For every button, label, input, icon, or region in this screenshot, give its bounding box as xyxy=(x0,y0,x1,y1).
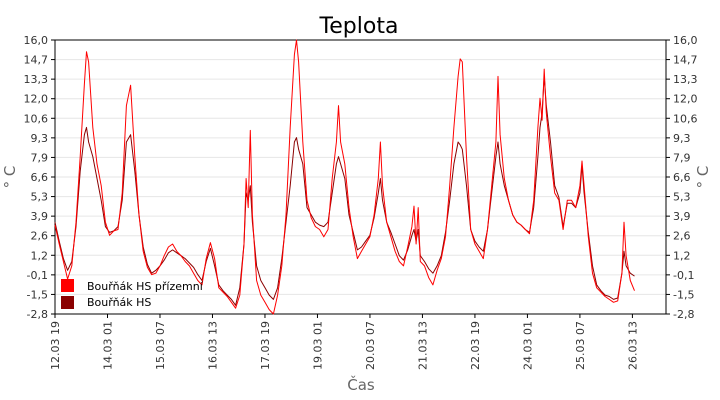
y-tick-label-right: 5,3 xyxy=(673,191,691,204)
x-axis-label: Čas xyxy=(347,375,375,394)
legend-swatch-secondary xyxy=(61,296,74,309)
y-tick-label-right: 12,0 xyxy=(673,93,698,106)
y-tick-label-left: 1,2 xyxy=(31,249,49,262)
y-axis-left: 16,0 14,7 13,3 12,0 10,6 9,3 7,9 6,6 5,3 3,9 2,6 1,… xyxy=(24,34,55,321)
y-tick-label-left: 6,6 xyxy=(31,171,49,184)
y-tick-label-left: -1,5 xyxy=(27,288,48,301)
y-tick-label-left: 14,7 xyxy=(24,54,49,67)
x-tick-label: 21.03 13 xyxy=(416,321,429,370)
x-tick-label: 12.03 19 xyxy=(49,321,62,370)
y-tick-label-right: 3,9 xyxy=(673,210,691,223)
y-tick-label-right: 2,6 xyxy=(673,230,691,243)
series-line-primary xyxy=(54,39,635,315)
x-axis: 12.03 19 14.03 01 15.03 07 16.03 13 17.03 19… xyxy=(49,314,639,370)
y-tick-label-left: 3,9 xyxy=(31,210,49,223)
x-tick-label: 15.03 07 xyxy=(154,321,167,370)
x-tick-label: 14.03 01 xyxy=(101,321,114,370)
x-tick-label: 26.03 13 xyxy=(626,321,639,370)
y-tick-label-right: 10,6 xyxy=(673,112,698,125)
x-tick-label: 16.03 13 xyxy=(206,321,219,370)
x-tick-label: 17.03 19 xyxy=(259,321,272,370)
legend-label-primary: Bouřňák HS přízemní xyxy=(87,280,204,293)
series-line-secondary xyxy=(54,75,635,306)
y-tick-label-left: -0,1 xyxy=(27,269,48,282)
y-tick-label-left: 10,6 xyxy=(24,112,49,125)
y-tick-label-right: 14,7 xyxy=(673,54,698,67)
chart-title: Teplota xyxy=(319,14,399,39)
y-tick-label-right: 1,2 xyxy=(673,249,691,262)
y-tick-label-right: 7,9 xyxy=(673,151,691,164)
legend-label-secondary: Bouřňák HS xyxy=(87,296,151,309)
y-tick-label-right: -1,5 xyxy=(673,288,694,301)
legend: Bouřňák HS přízemní Bouřňák HS xyxy=(61,279,204,309)
y-tick-label-right: -0,1 xyxy=(673,269,694,282)
y-axis-right: 16,0 14,7 13,3 12,0 10,6 9,3 7,9 6,6 5,3 3,9 2,6 1,… xyxy=(666,34,698,321)
y-tick-label-right: 13,3 xyxy=(673,73,698,86)
y-tick-label-left: 13,3 xyxy=(24,73,49,86)
x-tick-label: 24.03 01 xyxy=(521,321,534,370)
y-tick-label-right: 9,3 xyxy=(673,132,691,145)
y-tick-label-left: 2,6 xyxy=(31,230,49,243)
series-layer xyxy=(54,39,635,315)
y-tick-label-left: 12,0 xyxy=(24,93,49,106)
y-axis-label-right: ° C xyxy=(694,166,712,189)
legend-swatch-primary xyxy=(61,279,74,292)
x-tick-label: 22.03 19 xyxy=(469,321,482,370)
y-tick-label-right: 16,0 xyxy=(673,34,698,47)
y-tick-label-left: 16,0 xyxy=(24,34,49,47)
y-tick-label-left: 9,3 xyxy=(31,132,49,145)
y-tick-label-left: 7,9 xyxy=(31,151,49,164)
y-tick-label-left: -2,8 xyxy=(27,308,48,321)
x-tick-label: 20.03 07 xyxy=(364,321,377,370)
grid-lines xyxy=(55,39,666,315)
x-tick-label: 25.03 07 xyxy=(574,321,587,370)
y-tick-label-right: -2,8 xyxy=(673,308,694,321)
x-tick-label: 19.03 01 xyxy=(311,321,324,370)
y-tick-label-left: 5,3 xyxy=(31,191,49,204)
y-axis-label-left: ° C xyxy=(1,166,19,189)
y-tick-label-right: 6,6 xyxy=(673,171,691,184)
